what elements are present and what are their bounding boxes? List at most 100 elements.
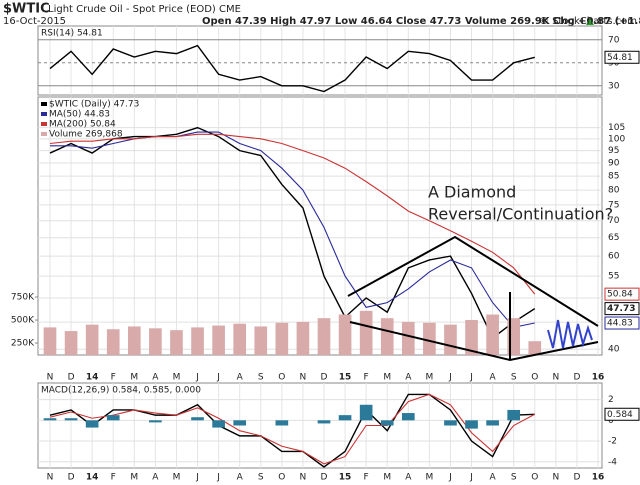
x-tick-label: F (111, 373, 116, 383)
bar (401, 321, 415, 355)
bar (465, 320, 478, 355)
series-line (50, 131, 535, 328)
bar (359, 310, 373, 355)
x-tick-label: J (195, 373, 199, 383)
bar (106, 329, 120, 355)
y-tick-label: -4 (608, 457, 617, 467)
description: Light Crude Oil - Spot Price (EOD) CME (48, 4, 241, 15)
stats: Open 47.39 High 47.97 Low 46.64 Close 47… (202, 16, 640, 27)
y-tick-label: 105 (608, 123, 625, 133)
series-line (49, 393, 535, 468)
y-tick-label: 2 (608, 395, 614, 405)
x-tick-label: D (68, 373, 75, 383)
bar (444, 420, 457, 426)
bar (401, 413, 415, 421)
x-tick-label: A (405, 473, 412, 483)
series-line (49, 393, 536, 465)
x-tick-label: M (383, 373, 391, 383)
x-tick-label: O (531, 473, 538, 483)
bar (106, 415, 120, 421)
macd-panel (37, 382, 603, 469)
bar (149, 420, 162, 423)
rsi-panel (37, 25, 603, 96)
x-tick-label: N (300, 473, 307, 483)
x-tick-label: A (237, 373, 244, 383)
bar (43, 327, 57, 355)
x-tick-label: D (321, 373, 328, 383)
value-label: 47.73 (607, 304, 635, 314)
x-tick-label: M (426, 473, 434, 483)
x-tick-label: A (152, 473, 159, 483)
y-tick-label: 95 (608, 146, 619, 156)
x-tick-label: N (47, 473, 54, 483)
bar (380, 318, 394, 355)
x-tick-label: F (364, 373, 369, 383)
bar (233, 420, 247, 426)
x-tick-label: D (573, 473, 580, 483)
y-tick-label: 55 (608, 272, 619, 282)
bar (486, 420, 499, 426)
bar (338, 415, 352, 421)
x-tick-label: J (448, 473, 452, 483)
x-tick-label: O (278, 373, 285, 383)
y-tick-label: 40 (608, 345, 620, 355)
bar (338, 314, 352, 355)
bar (275, 420, 289, 426)
x-tick-label: N (47, 373, 54, 383)
bar (149, 328, 162, 355)
x-tick-label: 15 (339, 373, 352, 383)
legend-entry: $WTIC (Daily) 47.73 (49, 100, 139, 110)
up-arrow (586, 18, 594, 25)
x-tick-label: A (152, 373, 159, 383)
x-tick-label: M (130, 373, 138, 383)
annotation: Reversal/Continuation? (428, 205, 613, 224)
bar (191, 327, 204, 355)
x-tick-label: M (173, 373, 181, 383)
diamond-top (347, 235, 599, 327)
x-tick-label: O (278, 473, 285, 483)
bar (317, 420, 331, 424)
x-tick-label: 15 (339, 473, 352, 483)
x-tick-label: M (173, 473, 181, 483)
x-tick-label: M (130, 473, 138, 483)
bar (275, 322, 289, 355)
legend-swatch (41, 112, 47, 116)
projection (547, 319, 593, 349)
value-label: 50.84 (607, 290, 633, 300)
diamond-drawing (347, 235, 599, 362)
x-tick-label: A (405, 373, 412, 383)
x-tick-label: J (216, 473, 220, 483)
date: 16-Oct-2015 (3, 16, 66, 27)
bar (191, 417, 204, 421)
x-tick-label: S (258, 473, 264, 483)
x-tick-label: N (300, 373, 307, 383)
x-tick-label: O (531, 373, 538, 383)
bar (507, 409, 521, 421)
x-tick-label: N (552, 373, 559, 383)
x-tick-label: A (490, 373, 497, 383)
credit: © StockCharts.com (539, 16, 637, 27)
x-tick-label: J (469, 373, 473, 383)
legend-entry: MA(200) 50.84 (49, 120, 116, 130)
value-box (604, 407, 640, 421)
bar (233, 323, 247, 355)
legend-swatch (41, 102, 47, 106)
y-tick-label: 80 (608, 186, 620, 196)
x-tick-label: F (364, 473, 369, 483)
y-tick-label: 85 (608, 172, 619, 182)
bar (423, 322, 436, 355)
legend-entry: Volume 269,868 (49, 130, 123, 140)
value-box (604, 287, 640, 301)
value-box (604, 316, 640, 330)
value-label: 0.584 (607, 410, 633, 420)
y2-tick-label: 500K (11, 316, 35, 326)
y-tick-label: 0 (608, 416, 614, 426)
y2-tick-label: 250K (11, 339, 35, 349)
x-tick-label: 16 (592, 473, 605, 483)
x-tick-label: M (426, 373, 434, 383)
x-tick-label: J (469, 473, 473, 483)
bar (212, 420, 225, 428)
series-line (49, 44, 535, 93)
series-line (49, 133, 536, 295)
